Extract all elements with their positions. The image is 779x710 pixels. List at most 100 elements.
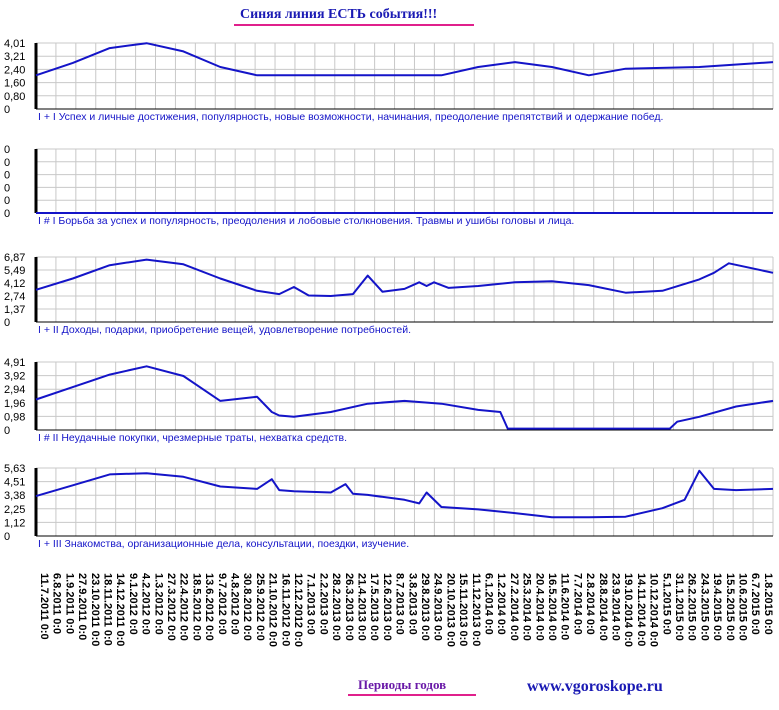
panel-label: I + I Успех и личные достижения, популяр…	[38, 111, 663, 123]
x-tick-label: 28.2.2013 0:0	[330, 573, 342, 641]
x-tick-label: 15.5.2015 0:0	[724, 573, 736, 641]
y-tick-label: 0,80	[4, 91, 25, 103]
y-tick-label: 4,01	[4, 38, 25, 50]
panel-label: I # I Борьба за успех и популярность, пр…	[38, 215, 574, 227]
x-tick-label: 19.4.2015 0:0	[711, 573, 723, 641]
x-tick-label: 19.10.2014 0:0	[622, 573, 634, 647]
x-tick-label: 13.6.2012 0:0	[203, 573, 215, 641]
x-tick-label: 12.12.2012 0:0	[292, 573, 304, 647]
y-tick-label: 0,98	[4, 411, 25, 423]
title-underline	[234, 24, 474, 26]
x-tick-label: 24.3.2015 0:0	[698, 573, 710, 641]
y-tick-label: 0	[4, 195, 10, 207]
y-tick-label: 0	[4, 182, 10, 194]
x-tick-label: 12.6.2013 0:0	[381, 573, 393, 641]
y-tick-label: 1,60	[4, 78, 25, 90]
x-tick-label: 4.2.2012 0:0	[140, 573, 152, 635]
y-tick-label: 0	[4, 170, 10, 182]
y-tick-label: 2,74	[4, 291, 25, 303]
x-tick-label: 20.10.2013 0:0	[444, 573, 456, 647]
x-tick-label: 16.5.2014 0:0	[546, 573, 558, 641]
x-tick-label: 9.1.2012 0:0	[127, 573, 139, 635]
x-tick-label: 1.3.2012 0:0	[152, 573, 164, 635]
x-tick-label: 29.8.2013 0:0	[419, 573, 431, 641]
series-line	[35, 469, 774, 519]
y-tick-label: 2,94	[4, 384, 25, 396]
x-tick-label: 4.8.2012 0:0	[229, 573, 241, 635]
x-tick-label: 15.11.2013 0:0	[457, 573, 469, 646]
y-tick-label: 4,51	[4, 477, 25, 489]
series-line	[35, 42, 774, 77]
x-tick-label: 3.8.2013 0:0	[406, 573, 418, 635]
series-line	[35, 365, 774, 430]
x-tick-label: 23.10.2011 0:0	[89, 573, 101, 646]
y-tick-label: 2,40	[4, 64, 25, 76]
y-tick-label: 1,37	[4, 304, 25, 316]
x-tick-label: 6.1.2014 0:0	[483, 573, 495, 635]
x-tick-label: 10.12.2014 0:0	[648, 573, 660, 647]
x-tick-label: 31.1.2015 0:0	[673, 573, 685, 641]
x-tick-label: 25.9.2012 0:0	[254, 573, 266, 641]
x-tick-label: 28.8.2014 0:0	[597, 573, 609, 641]
site-link[interactable]: www.vgoroskope.ru	[527, 678, 663, 695]
x-tick-label: 26.3.2013 0:0	[343, 573, 355, 641]
periods-underline	[348, 694, 476, 696]
y-tick-label: 4,91	[4, 357, 25, 369]
x-tick-label: 14.12.2011 0:0	[114, 573, 126, 646]
y-tick-label: 0	[4, 104, 10, 116]
x-tick-label: 18.5.2012 0:0	[190, 573, 202, 641]
y-tick-label: 0	[4, 425, 10, 437]
y-tick-label: 0	[4, 157, 10, 169]
x-tick-label: 10.6.2015 0:0	[737, 573, 749, 641]
x-tick-label: 7.7.2014 0:0	[571, 573, 583, 635]
x-tick-label: 1.9.2011 0:0	[63, 573, 75, 634]
x-tick-label: 1.8.2015 0:0	[762, 573, 774, 635]
x-tick-label: 5.1.2015 0:0	[660, 573, 672, 635]
x-tick-label: 14.11.2014 0:0	[635, 573, 647, 646]
x-tick-label: 24.9.2013 0:0	[432, 573, 444, 641]
y-tick-label: 3,92	[4, 371, 25, 383]
panel-label: I # II Неудачные покупки, чрезмерные тра…	[38, 432, 347, 444]
x-tick-label: 1.2.2014 0:0	[495, 573, 507, 635]
y-tick-label: 0	[4, 144, 10, 156]
x-tick-label: 23.9.2014 0:0	[610, 573, 622, 641]
x-tick-label: 2.2.2013 0:0	[317, 573, 329, 635]
panel-label: I + III Знакомства, организационные дела…	[38, 538, 409, 550]
x-tick-label: 11.12.2013 0:0	[470, 573, 482, 646]
y-tick-label: 4,12	[4, 278, 25, 290]
x-tick-label: 20.4.2014 0:0	[533, 573, 545, 641]
y-tick-label: 3,21	[4, 51, 25, 63]
y-tick-label: 0	[4, 317, 10, 329]
x-tick-label: 6.8.2011 0:0	[51, 573, 63, 634]
x-tick-label: 11.7.2011 0:0	[38, 573, 50, 640]
y-tick-label: 5,49	[4, 265, 25, 277]
x-tick-label: 21.4.2013 0:0	[356, 573, 368, 641]
x-tick-label: 7.1.2013 0:0	[305, 573, 317, 635]
periods-label: Периоды годов	[358, 677, 447, 692]
y-tick-label: 0	[4, 531, 10, 543]
y-tick-label: 1,96	[4, 398, 25, 410]
x-tick-label: 26.2.2015 0:0	[686, 573, 698, 641]
x-tick-label: 25.3.2014 0:0	[521, 573, 533, 641]
x-tick-label: 22.4.2012 0:0	[178, 573, 190, 641]
y-tick-label: 3,38	[4, 490, 25, 502]
x-tick-label: 18.11.2011 0:0	[102, 573, 114, 646]
x-tick-label: 2.8.2014 0:0	[584, 573, 596, 635]
chart-title: Синяя линия ЕСТЬ события!!!	[240, 7, 438, 22]
x-tick-label: 9.7.2012 0:0	[216, 573, 228, 635]
x-tick-label: 27.2.2014 0:0	[508, 573, 520, 641]
x-tick-label: 16.11.2012 0:0	[279, 573, 291, 646]
y-tick-label: 0	[4, 208, 10, 220]
y-tick-label: 2,25	[4, 504, 25, 516]
panel-label: I + II Доходы, подарки, приобретение вещ…	[38, 324, 411, 336]
x-tick-label: 30.8.2012 0:0	[241, 573, 253, 641]
y-tick-label: 1,12	[4, 517, 25, 529]
x-tick-label: 21.10.2012 0:0	[267, 573, 279, 647]
x-tick-label: 11.6.2014 0:0	[559, 573, 571, 640]
series-line	[35, 258, 774, 297]
x-tick-label: 27.3.2012 0:0	[165, 573, 177, 641]
x-tick-label: 17.5.2013 0:0	[368, 573, 380, 641]
y-tick-label: 6,87	[4, 252, 25, 264]
x-tick-label: 8.7.2013 0:0	[394, 573, 406, 635]
